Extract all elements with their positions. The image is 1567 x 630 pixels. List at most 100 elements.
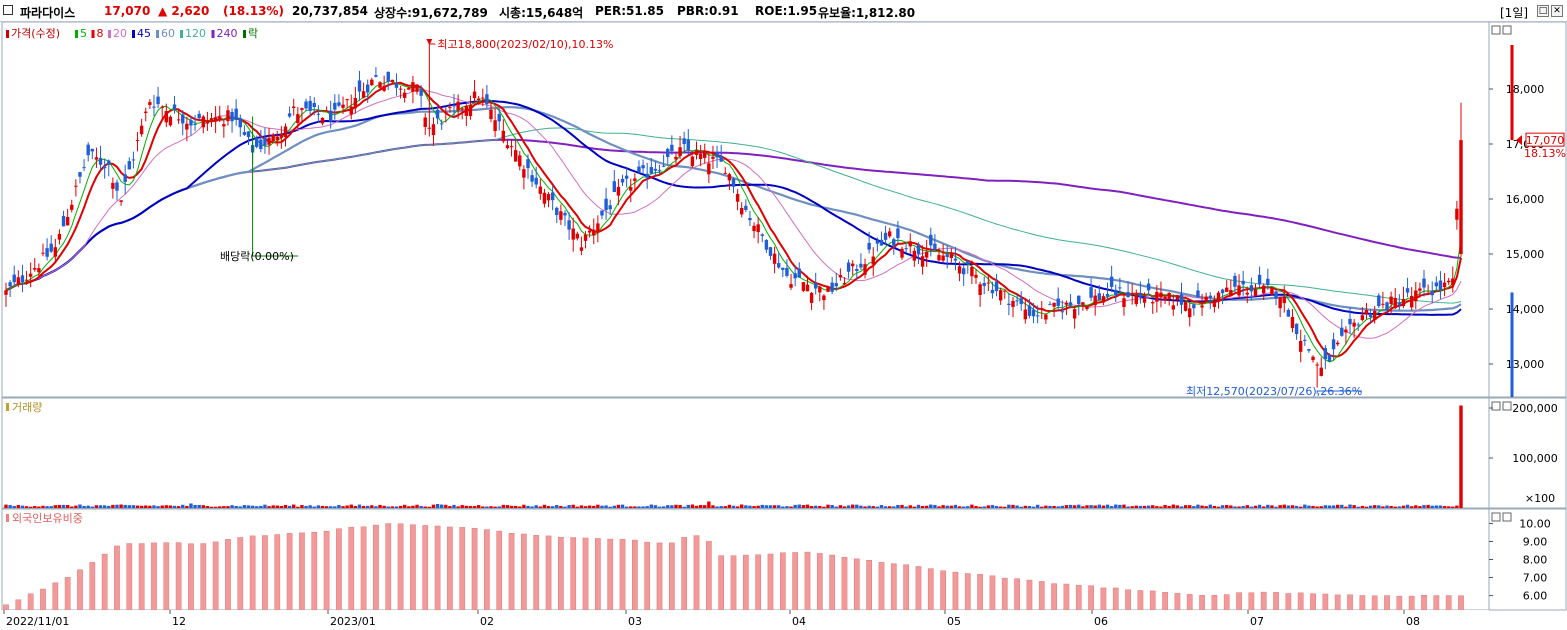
volume-bar — [678, 505, 682, 508]
volume-bar — [826, 504, 830, 508]
foreign-bar — [1273, 592, 1279, 611]
candle-body — [592, 229, 596, 236]
candle-body — [1142, 298, 1147, 303]
volume-bar — [316, 505, 321, 508]
candle-body — [674, 156, 678, 160]
candle-body — [1455, 208, 1459, 220]
foreign-bar — [1347, 594, 1353, 611]
candle-body — [156, 96, 160, 105]
volume-bar — [1459, 405, 1463, 508]
candle-body — [123, 174, 127, 182]
candle-body — [1126, 291, 1130, 298]
stock-chart[interactable]: 18,00017,00016,00015,00014,00013,00017,0… — [0, 22, 1567, 630]
volume-bar — [1368, 505, 1373, 508]
volume-bar — [1183, 505, 1188, 508]
select-checkbox[interactable] — [3, 5, 13, 15]
volume-bar — [1253, 505, 1258, 508]
volume-bar — [1220, 505, 1225, 508]
volume-bar — [1426, 504, 1430, 508]
volume-bar — [279, 506, 284, 508]
volume-bar — [1241, 506, 1245, 508]
candle-body — [522, 169, 526, 178]
volume-bar — [238, 506, 242, 508]
volume-bar — [1118, 504, 1122, 508]
volume-bar — [855, 504, 859, 508]
candle-body — [937, 255, 941, 261]
candle-body — [616, 186, 621, 196]
volume-bar — [444, 504, 448, 508]
close-icon[interactable]: ✕ — [1551, 5, 1563, 17]
volume-bar — [94, 505, 99, 508]
volume-bar — [657, 506, 662, 508]
volume-bar — [78, 504, 82, 508]
candle-body — [1397, 302, 1402, 306]
foreign-bar — [1199, 595, 1205, 611]
candle-body — [883, 232, 888, 240]
volume-bar — [538, 506, 543, 508]
current-price-marker — [1516, 135, 1522, 146]
foreign-legend: 외국인보유비중 — [12, 512, 83, 525]
volume-bar — [731, 505, 736, 508]
candle-body — [892, 239, 896, 246]
candle-body — [756, 224, 760, 233]
candle-body — [452, 105, 456, 107]
volume-bar — [139, 505, 144, 508]
candle-body — [875, 240, 880, 244]
candle-body — [789, 284, 793, 288]
foreign-bar — [730, 555, 737, 611]
foreign-bar — [484, 529, 490, 611]
candle-body — [961, 268, 966, 275]
candle-body — [596, 223, 600, 233]
candle-body — [431, 124, 436, 136]
volume-bar — [1130, 506, 1134, 508]
foreign-bar — [348, 526, 355, 611]
candle-body — [1204, 296, 1208, 302]
foreign-tick-label: 7.00 — [1523, 572, 1548, 585]
candle-body — [1360, 315, 1365, 321]
volume-bar — [703, 505, 707, 508]
candle-body — [1340, 327, 1344, 336]
legend-item: 20 — [113, 27, 127, 40]
volume-bar — [661, 506, 666, 508]
maximize-icon[interactable]: □ — [1537, 5, 1549, 17]
volume-bar — [61, 504, 66, 508]
volume-bar — [452, 504, 456, 508]
foreign-bar — [927, 568, 934, 611]
stock-name[interactable]: 파라다이스 — [20, 6, 76, 20]
legend-swatch — [132, 30, 135, 38]
header-bar: 파라다이스 17,070 ▲ 2,620 (18.13%) 20,737,854… — [0, 0, 1567, 22]
volume-bar — [1089, 505, 1093, 508]
volume-bar — [818, 506, 822, 508]
foreign-bar — [829, 554, 835, 611]
foreign-bar — [940, 570, 946, 611]
candle-body — [33, 267, 37, 270]
volume-bar — [263, 504, 267, 508]
volume-bar — [670, 505, 674, 508]
candle-body — [357, 80, 362, 92]
volume-bar — [1068, 504, 1073, 508]
foreign-bar — [570, 537, 577, 611]
candle-body — [197, 113, 201, 119]
volume-bar — [937, 506, 941, 508]
period-selector[interactable]: [1일] — [1500, 6, 1529, 20]
candle-body — [637, 166, 641, 173]
high-note-arrow — [426, 39, 433, 45]
legend-item: 가격(수정) — [11, 27, 60, 40]
candle-body — [994, 281, 999, 292]
candle-body — [1286, 309, 1291, 317]
volume-bar — [814, 505, 818, 508]
candle-body — [135, 139, 140, 141]
volume-bar — [998, 506, 1003, 508]
foreign-bar — [644, 541, 651, 611]
volume-bar — [649, 504, 653, 508]
foreign-bar — [101, 553, 108, 611]
volume-bar — [756, 505, 760, 508]
volume-bar — [555, 505, 559, 508]
candle-body — [398, 88, 403, 90]
candle-body — [1081, 302, 1085, 305]
candle-body — [131, 159, 136, 161]
volume-bar — [698, 505, 703, 508]
volume-bar — [70, 506, 74, 508]
volume-panel — [1, 397, 1490, 509]
candle-body — [275, 136, 279, 141]
